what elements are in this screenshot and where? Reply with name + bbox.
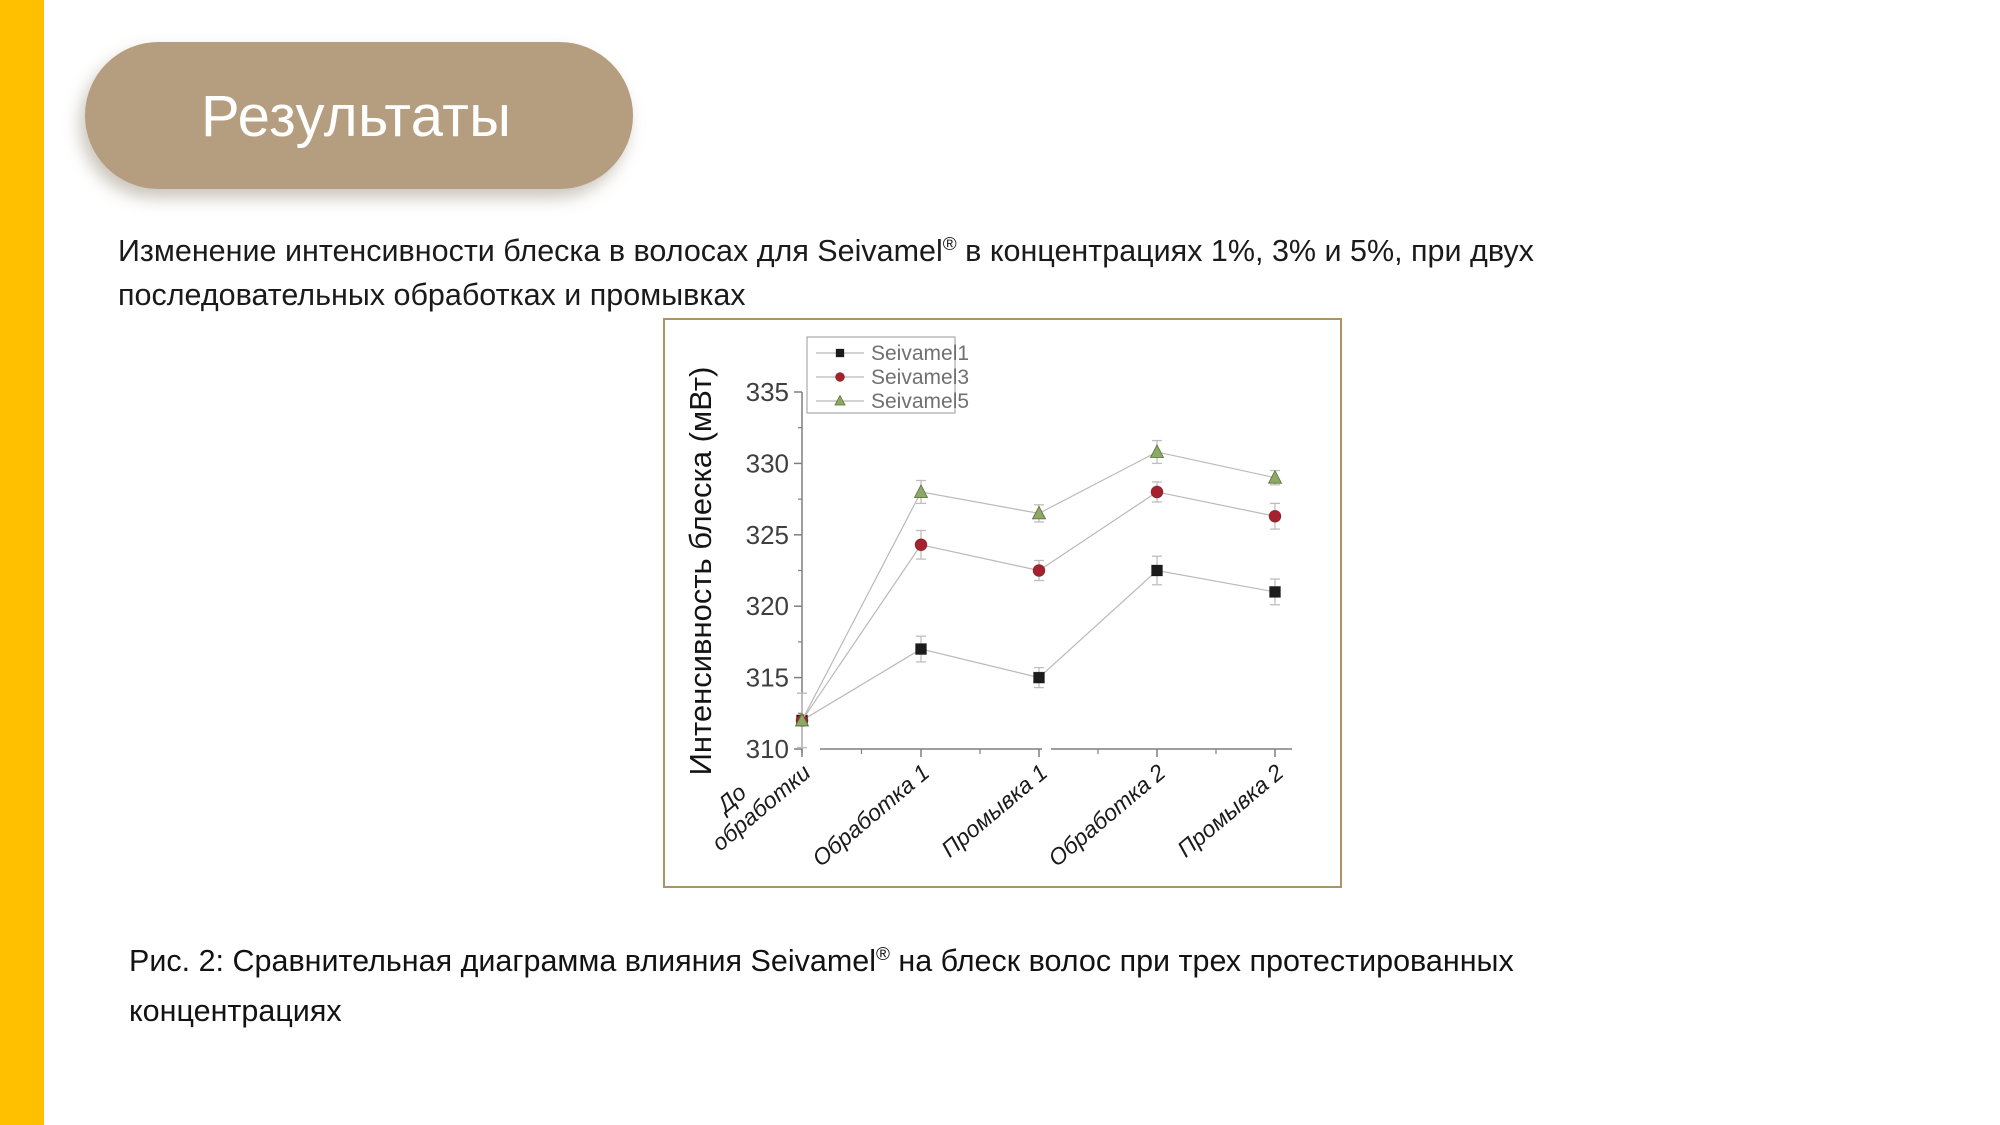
svg-text:Обработка 1: Обработка 1 <box>807 759 934 872</box>
page-title: Результаты <box>201 84 512 149</box>
svg-text:310: 310 <box>746 734 789 764</box>
svg-text:325: 325 <box>746 520 789 550</box>
svg-text:Обработка 2: Обработка 2 <box>1043 759 1170 872</box>
svg-text:330: 330 <box>746 448 789 478</box>
series-Seivamel5 <box>794 439 1283 749</box>
caption-line2: концентрациях <box>129 994 342 1028</box>
intro-line2: последовательных обработках и промывках <box>118 278 746 312</box>
intro-line1-part1: Изменение интенсивности блеска в волосах… <box>118 234 943 268</box>
svg-text:315: 315 <box>746 663 789 693</box>
chart-frame: 310 315 320 325 330 335 Интенсивность блеска (… <box>663 318 1342 888</box>
registered-mark: ® <box>875 943 890 965</box>
svg-text:335: 335 <box>746 377 789 407</box>
title-pill: Результаты <box>85 42 633 189</box>
registered-mark: ® <box>942 233 957 255</box>
figure-caption: Рис. 2: Сравнительная диаграмма влияния … <box>129 936 1729 1036</box>
x-axis <box>801 748 1292 757</box>
left-accent-bar <box>0 0 44 1125</box>
svg-text:Интенсивность блеска (мВт): Интенсивность блеска (мВт) <box>683 367 718 776</box>
series-Seivamel1 <box>796 555 1281 749</box>
intro-text: Изменение интенсивности блеска в волосах… <box>118 229 1758 317</box>
caption-line1-part1: Рис. 2: Сравнительная диаграмма влияния … <box>129 944 876 978</box>
svg-text:Seivamel5: Seivamel5 <box>871 390 969 413</box>
svg-text:Seivamel3: Seivamel3 <box>871 366 969 389</box>
svg-text:Промывка 1: Промывка 1 <box>936 759 1052 862</box>
shine-intensity-chart: 310 315 320 325 330 335 Интенсивность блеска (… <box>683 336 1292 872</box>
svg-text:Seivamel1: Seivamel1 <box>871 342 969 365</box>
svg-text:320: 320 <box>746 591 789 621</box>
caption-line1-part2: на блеск волос при трех протестированных <box>889 944 1514 978</box>
y-axis: 310 315 320 325 330 335 Интенсивность блеска (… <box>683 367 803 776</box>
intro-line1-part2: в концентрациях 1%, 3% и 5%, при двух <box>956 234 1534 268</box>
svg-text:Промывка 2: Промывка 2 <box>1172 759 1288 862</box>
